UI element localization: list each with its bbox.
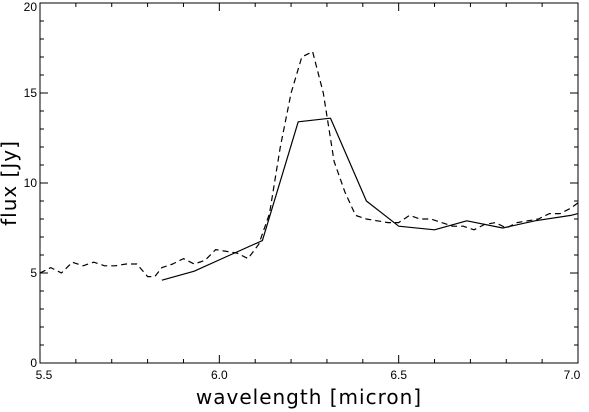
plot-frame xyxy=(39,2,579,364)
y-tick-label: 0 xyxy=(30,356,37,370)
y-tick-label: 5 xyxy=(30,266,37,280)
x-tick-label: 6.0 xyxy=(211,368,228,382)
x-tick-label: 6.5 xyxy=(390,368,407,382)
dashed-series-line xyxy=(39,50,579,278)
y-tick-label: 10 xyxy=(24,176,38,190)
x-tick-label: 5.5 xyxy=(36,368,53,382)
solid-series-line xyxy=(161,117,579,281)
x-tick-label: 7.0 xyxy=(564,368,581,382)
x-axis-label: wavelength [micron] xyxy=(196,385,422,409)
y-tick-label: 20 xyxy=(24,0,38,14)
axis-ticks xyxy=(39,2,579,364)
data-series xyxy=(39,50,579,281)
y-axis-label: flux [Jy] xyxy=(0,140,21,226)
axis-tick-labels: 5.5 6.0 6.5 7.0 0 5 10 15 20 xyxy=(24,0,581,382)
y-tick-label: 15 xyxy=(24,86,38,100)
